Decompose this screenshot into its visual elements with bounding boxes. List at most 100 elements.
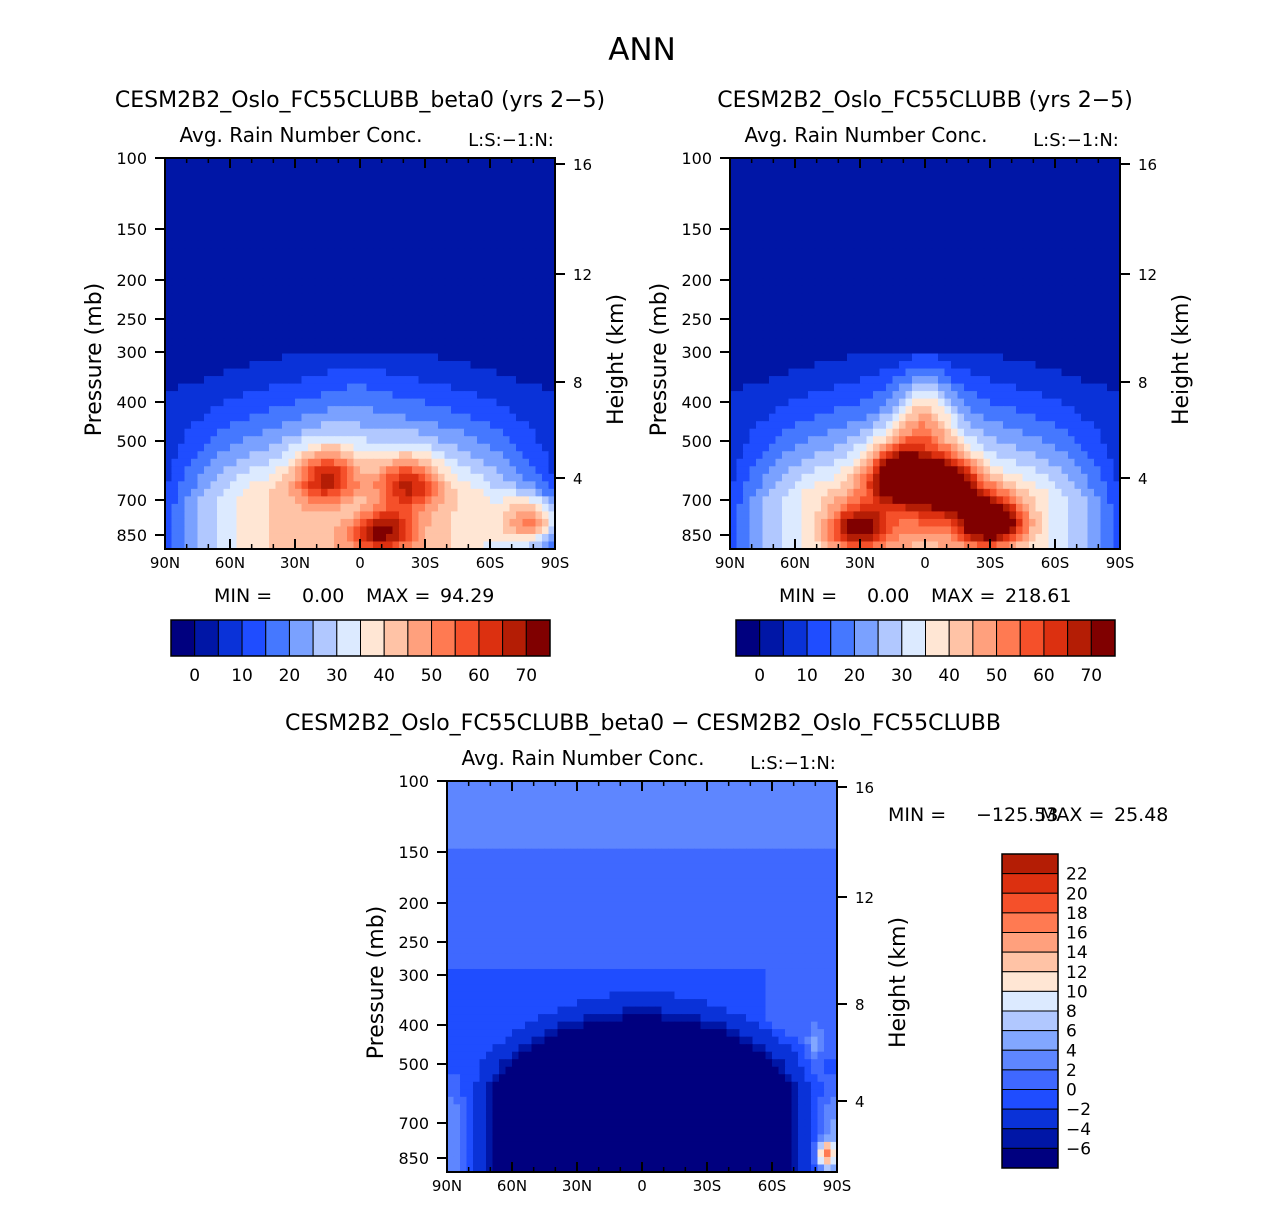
contour-cell — [892, 315, 900, 325]
contour-cell — [879, 210, 887, 219]
contour-cell — [1055, 188, 1063, 197]
contour-cell — [353, 473, 361, 482]
contour-cell — [899, 165, 907, 174]
contour-cell — [178, 188, 186, 197]
contour-cell — [522, 330, 530, 340]
contour-cell — [970, 285, 978, 294]
contour-cell — [944, 195, 952, 204]
contour-cell — [366, 451, 374, 460]
contour-cell — [834, 293, 842, 302]
contour-cell — [347, 518, 355, 528]
contour-cell — [1068, 158, 1076, 167]
contour-cell — [775, 165, 783, 174]
contour-cell — [373, 383, 381, 392]
contour-cell — [490, 481, 498, 490]
contour-cell — [366, 270, 374, 279]
contour-cell — [522, 270, 530, 279]
contour-cell — [373, 526, 381, 535]
contour-cell — [1003, 233, 1011, 242]
contour-cell — [405, 428, 413, 437]
contour-cell — [892, 233, 900, 242]
contour-cell — [379, 210, 387, 219]
contour-cell — [1094, 180, 1102, 189]
contour-cell — [184, 173, 192, 182]
contour-cell — [425, 361, 433, 370]
contour-cell — [275, 330, 283, 340]
contour-cell — [1107, 218, 1115, 227]
contour-cell — [425, 188, 433, 197]
contour-cell — [983, 353, 991, 362]
contour-cell — [425, 436, 433, 445]
contour-cell — [483, 526, 491, 535]
contour-cell — [1074, 218, 1082, 227]
contour-cell — [931, 353, 939, 362]
contour-cell — [470, 511, 478, 520]
contour-cell — [1042, 203, 1050, 212]
contour-cell — [795, 315, 803, 325]
contour-cell — [373, 225, 381, 234]
contour-cell — [834, 158, 842, 167]
contour-cell — [353, 278, 361, 287]
contour-cell — [431, 315, 439, 325]
contour-cell — [262, 406, 270, 415]
contour-cell — [535, 383, 543, 392]
contour-cell — [529, 255, 537, 264]
contour-cell — [301, 421, 309, 430]
contour-cell — [301, 458, 309, 467]
contour-cell — [256, 473, 264, 482]
contour-cell — [1048, 300, 1056, 309]
contour-cell — [756, 308, 764, 317]
contour-cell — [1061, 210, 1069, 219]
contour-cell — [314, 353, 322, 362]
contour-cell — [1094, 203, 1102, 212]
contour-cell — [503, 263, 511, 272]
contour-cell — [483, 158, 491, 167]
contour-cell — [529, 225, 537, 234]
contour-cell — [1087, 203, 1095, 212]
contour-cell — [438, 248, 446, 257]
contour-cell — [243, 398, 251, 407]
contour-cell — [827, 315, 835, 325]
contour-cell — [912, 210, 920, 219]
contour-cell — [236, 518, 244, 528]
contour-cell — [392, 240, 400, 249]
contour-cell — [736, 278, 744, 287]
contour-cell — [736, 293, 744, 302]
contour-cell — [535, 376, 543, 385]
contour-cell — [535, 526, 543, 535]
contour-cell — [340, 345, 348, 355]
contour-cell — [782, 285, 790, 294]
contour-cell — [204, 248, 212, 257]
contour-cell — [951, 255, 959, 264]
contour-cell — [886, 330, 894, 340]
contour-cell — [217, 315, 225, 325]
contour-cell — [548, 533, 556, 543]
y-tick-label: 300 — [116, 343, 147, 362]
contour-cell — [788, 195, 796, 204]
contour-cell — [308, 376, 316, 385]
contour-cell — [236, 533, 244, 543]
contour-cell — [204, 541, 212, 550]
contour-cell — [964, 308, 972, 317]
contour-cell — [529, 353, 537, 362]
contour-cell — [321, 255, 329, 264]
contour-cell — [470, 368, 478, 377]
contour-cell — [379, 533, 387, 543]
contour-cell — [288, 345, 296, 355]
contour-cell — [1035, 248, 1043, 257]
contour-cell — [451, 368, 459, 377]
contour-cell — [834, 240, 842, 249]
contour-cell — [230, 293, 238, 302]
contour-cell — [548, 218, 556, 227]
contour-cell — [983, 210, 991, 219]
contour-cell — [1113, 338, 1121, 347]
contour-cell — [503, 180, 511, 189]
contour-cell — [490, 308, 498, 317]
contour-cell — [373, 368, 381, 377]
contour-cell — [1094, 173, 1102, 182]
contour-cell — [171, 526, 179, 535]
contour-cell — [775, 240, 783, 249]
contour-cell — [314, 398, 322, 407]
contour-cell — [451, 308, 459, 317]
contour-cell — [236, 188, 244, 197]
